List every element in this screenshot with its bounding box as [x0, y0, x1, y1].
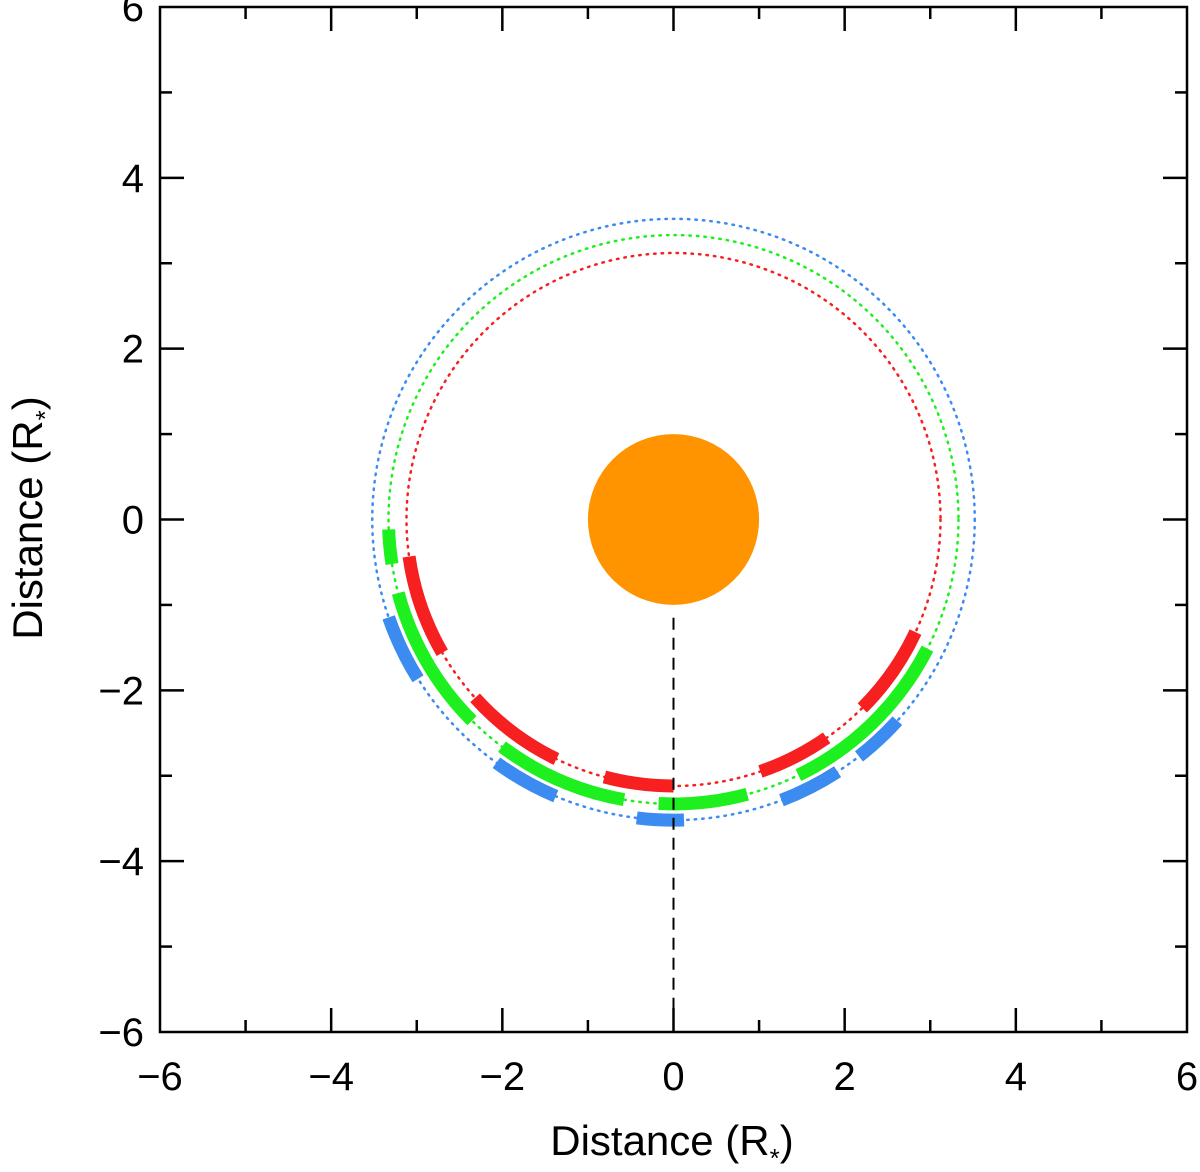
- y-tick-label: 2: [122, 328, 144, 372]
- y-tick-label: −4: [98, 840, 144, 884]
- arc-red-3: [758, 732, 831, 778]
- x-tick-label: 6: [1176, 1055, 1198, 1099]
- y-tick-label: 6: [122, 0, 144, 30]
- arc-red-0: [402, 555, 448, 657]
- x-axis-title-close: ): [780, 1117, 794, 1164]
- arc-red-2: [602, 770, 674, 793]
- x-tick-label: −4: [308, 1055, 354, 1099]
- arc-red-1: [470, 693, 560, 765]
- transit-arcs-layer: [382, 529, 934, 827]
- arc-red-4: [857, 629, 922, 713]
- arc-green-0: [382, 529, 399, 566]
- x-tick-label: 2: [834, 1055, 856, 1099]
- x-axis-title-text: Distance (R: [550, 1117, 769, 1164]
- y-tick-label: 4: [122, 157, 144, 201]
- arc-green-5: [880, 645, 934, 715]
- arc-blue-1: [492, 757, 559, 803]
- y-tick-label: −2: [98, 669, 144, 713]
- star-layer: [587, 434, 760, 605]
- star: [587, 434, 760, 605]
- arc-blue-2: [635, 811, 685, 827]
- orbit-green: [387, 233, 960, 806]
- y-axis-title-close: ): [4, 396, 51, 410]
- x-tick-label: −2: [480, 1055, 526, 1099]
- y-tick-label: −6: [98, 1011, 144, 1055]
- x-tick-label: 0: [662, 1055, 684, 1099]
- arc-green-4: [795, 701, 894, 781]
- arc-green-2: [498, 741, 626, 807]
- y-axis-title-sub: *: [30, 410, 60, 420]
- x-axis-title: Distance (R*): [550, 1117, 794, 1172]
- arc-green-1: [391, 591, 477, 726]
- arc-blue-4: [854, 716, 903, 762]
- axes-layer: [158, 5, 1189, 1034]
- y-axis-title: Distance (R*): [4, 396, 60, 640]
- x-tick-label: 4: [1005, 1055, 1027, 1099]
- x-axis-title-sub: *: [770, 1143, 780, 1172]
- y-tick-label: 0: [122, 499, 144, 543]
- tick-labels-layer: −6−6 −4 −4 −2 −2 0 0 2 2 4 4 6 6: [98, 0, 1198, 1099]
- y-axis-title-text: Distance (R: [4, 420, 51, 639]
- arc-green-3: [658, 787, 749, 811]
- arc-blue-3: [779, 766, 842, 807]
- x-tick-label: −6: [137, 1055, 183, 1099]
- arc-blue-0: [382, 615, 424, 683]
